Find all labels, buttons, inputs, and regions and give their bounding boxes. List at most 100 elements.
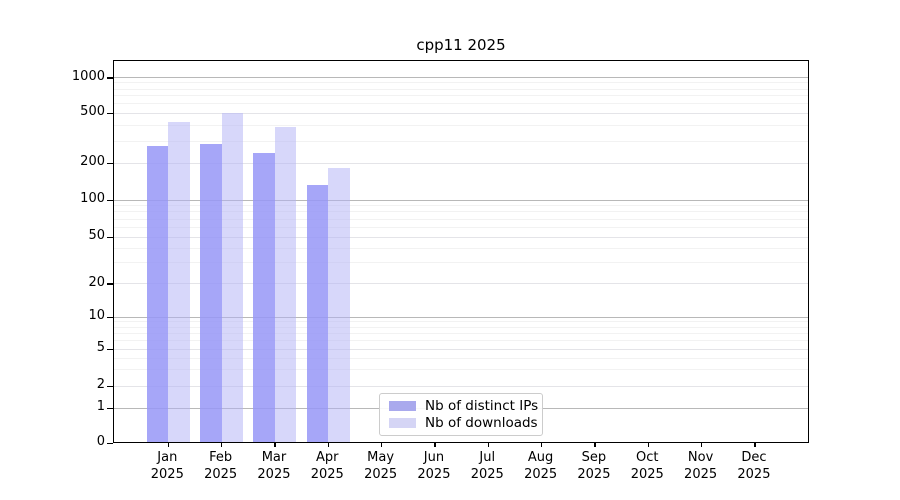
legend-item-distinct-ips: Nb of distinct IPs — [389, 398, 538, 414]
gridline — [114, 236, 808, 238]
x-tick-mark — [487, 442, 490, 447]
y-tick-mark — [106, 283, 113, 285]
gridline — [114, 162, 808, 164]
x-tick-mark — [700, 442, 703, 447]
x-label-year: 2025 — [310, 467, 344, 482]
x-label-month: Dec — [741, 450, 767, 465]
gridline-major — [114, 199, 808, 201]
bar-downloads-apr — [328, 167, 350, 442]
gridline-minor — [114, 326, 808, 328]
y-axis-tick-label: 0 — [96, 434, 105, 449]
gridline-minor — [114, 340, 808, 342]
x-label-month: Oct — [636, 450, 659, 465]
plot-area — [106, 60, 809, 447]
x-axis-tick-label: Jul 2025 — [455, 449, 519, 483]
gridline-minor — [114, 218, 808, 220]
gridline-minor — [114, 88, 808, 90]
gridline — [114, 112, 808, 114]
y-axis-tick-label: 1 — [96, 399, 105, 414]
gridline — [114, 348, 808, 350]
bar-downloads-mar — [274, 126, 297, 442]
x-axis-tick-label: Jan 2025 — [135, 449, 199, 483]
gridline-minor — [114, 321, 808, 323]
gridline-minor — [114, 226, 808, 228]
x-label-month: Apr — [316, 450, 339, 465]
x-axis-tick-label: Feb 2025 — [189, 449, 253, 483]
gridline-major — [114, 77, 808, 78]
x-tick-mark — [594, 442, 596, 447]
legend: Nb of distinct IPs Nb of downloads — [379, 393, 543, 436]
x-label-year: 2025 — [524, 467, 558, 482]
x-tick-mark — [647, 442, 650, 447]
bar-distinct-ips-mar — [253, 152, 275, 442]
bar-distinct-ips-jan — [146, 146, 169, 442]
x-label-year: 2025 — [630, 467, 664, 482]
x-label-month: Aug — [527, 450, 554, 465]
y-axis-tick-label: 500 — [80, 104, 105, 120]
x-tick-mark — [274, 442, 276, 447]
y-tick-mark — [106, 77, 113, 79]
x-axis-tick-label: Mar 2025 — [242, 449, 306, 483]
gridline-minor — [114, 357, 808, 359]
bar-distinct-ips-feb — [200, 143, 222, 442]
x-label-month: Jun — [423, 450, 445, 465]
y-tick-mark — [106, 316, 113, 318]
x-axis-tick-label: Jun 2025 — [402, 449, 466, 483]
x-label-year: 2025 — [364, 467, 398, 482]
x-label-year: 2025 — [577, 467, 611, 482]
y-tick-mark — [106, 407, 113, 409]
x-tick-mark — [327, 442, 330, 447]
x-label-year: 2025 — [470, 467, 504, 482]
gridline-minor — [114, 140, 808, 142]
y-tick-mark — [106, 112, 113, 115]
y-tick-mark — [106, 236, 113, 238]
gridline-minor — [114, 369, 808, 371]
x-label-month: Feb — [209, 450, 233, 465]
x-label-year: 2025 — [204, 467, 238, 482]
x-tick-mark — [167, 442, 170, 447]
y-tick-mark — [106, 162, 113, 165]
gridline-minor — [114, 124, 808, 126]
distinct-ips-swatch-icon — [389, 401, 416, 412]
gridline — [114, 283, 808, 284]
y-tick-mark — [106, 442, 113, 444]
x-axis-tick-label: Dec 2025 — [722, 449, 786, 483]
x-label-month: May — [367, 450, 395, 465]
downloads-swatch-icon — [389, 417, 416, 428]
x-axis-tick-label: Apr 2025 — [295, 449, 359, 483]
x-label-month: Jul — [479, 450, 496, 465]
x-label-month: Jan — [157, 450, 178, 465]
x-label-month: Nov — [687, 450, 714, 465]
x-tick-mark — [434, 442, 436, 447]
y-axis-tick-label: 2 — [96, 377, 105, 392]
gridline-minor — [114, 103, 808, 105]
gridline-minor — [114, 247, 808, 249]
gridline — [114, 385, 808, 387]
bar-downloads-jan — [168, 122, 190, 442]
gridline-minor — [114, 95, 808, 97]
x-label-year: 2025 — [257, 467, 291, 482]
gridline-minor — [114, 205, 808, 207]
legend-label: Nb of distinct IPs — [425, 398, 539, 415]
y-axis-tick-label: 1000 — [71, 68, 105, 84]
y-axis-tick-label: 100 — [80, 191, 105, 206]
x-axis-tick-label: Sep 2025 — [562, 449, 626, 483]
legend-item-downloads: Nb of downloads — [389, 415, 538, 431]
x-label-year: 2025 — [417, 467, 451, 482]
x-tick-mark — [540, 442, 543, 447]
x-label-month: Sep — [581, 450, 607, 465]
y-axis-tick-label: 10 — [88, 308, 105, 323]
x-axis-tick-label: May 2025 — [349, 449, 413, 483]
gridline-minor — [114, 332, 808, 334]
x-axis-tick-label: Nov 2025 — [669, 449, 733, 483]
chart-title: cpp11 2025 — [416, 36, 506, 54]
gridline-major — [114, 316, 808, 318]
x-axis-tick-label: Aug 2025 — [509, 449, 573, 483]
x-tick-mark — [380, 442, 383, 447]
gridline-minor — [114, 211, 808, 213]
x-label-year: 2025 — [150, 467, 184, 482]
y-tick-mark — [106, 348, 113, 350]
legend-label: Nb of downloads — [425, 414, 538, 431]
y-axis-tick-label: 5 — [96, 340, 105, 355]
